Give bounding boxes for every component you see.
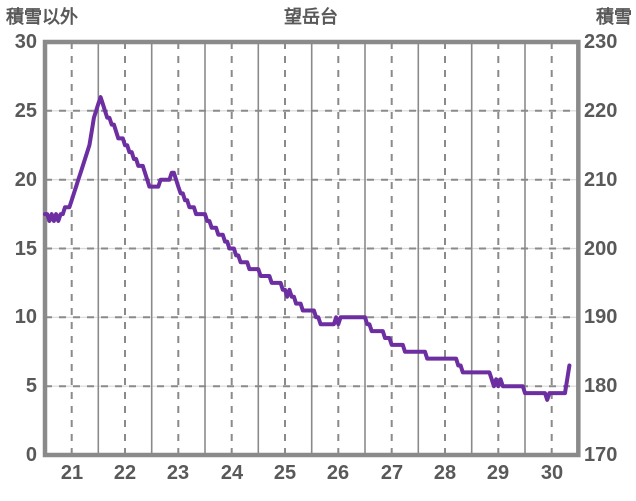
right-tick-230: 230 (584, 31, 618, 53)
left-tick-20: 20 (14, 169, 37, 191)
x-tick-30: 30 (540, 462, 564, 484)
x-tick-25: 25 (273, 462, 297, 484)
left-tick-30: 30 (14, 31, 37, 53)
right-tick-180: 180 (584, 375, 618, 397)
right-axis-title: 積雪 (596, 7, 632, 27)
right-tick-190: 190 (584, 306, 618, 328)
left-tick-0: 0 (25, 444, 37, 466)
left-tick-15: 15 (14, 238, 37, 260)
left-tick-10: 10 (14, 306, 37, 328)
x-tick-26: 26 (326, 462, 350, 484)
right-tick-170: 170 (584, 444, 618, 466)
right-tick-200: 200 (584, 238, 618, 260)
chart-title: 望岳台 (284, 7, 338, 27)
x-tick-23: 23 (166, 462, 190, 484)
x-tick-24: 24 (220, 462, 244, 484)
right-tick-210: 210 (584, 169, 618, 191)
left-tick-5: 5 (25, 375, 37, 397)
x-tick-21: 21 (60, 462, 84, 484)
left-tick-25: 25 (14, 100, 37, 122)
left-axis-title: 積雪以外 (6, 7, 78, 27)
x-tick-28: 28 (433, 462, 457, 484)
right-tick-220: 220 (584, 100, 618, 122)
snow-depth-line (43, 95, 572, 402)
x-tick-27: 27 (380, 462, 404, 484)
x-tick-22: 22 (113, 462, 137, 484)
x-tick-29: 29 (486, 462, 510, 484)
